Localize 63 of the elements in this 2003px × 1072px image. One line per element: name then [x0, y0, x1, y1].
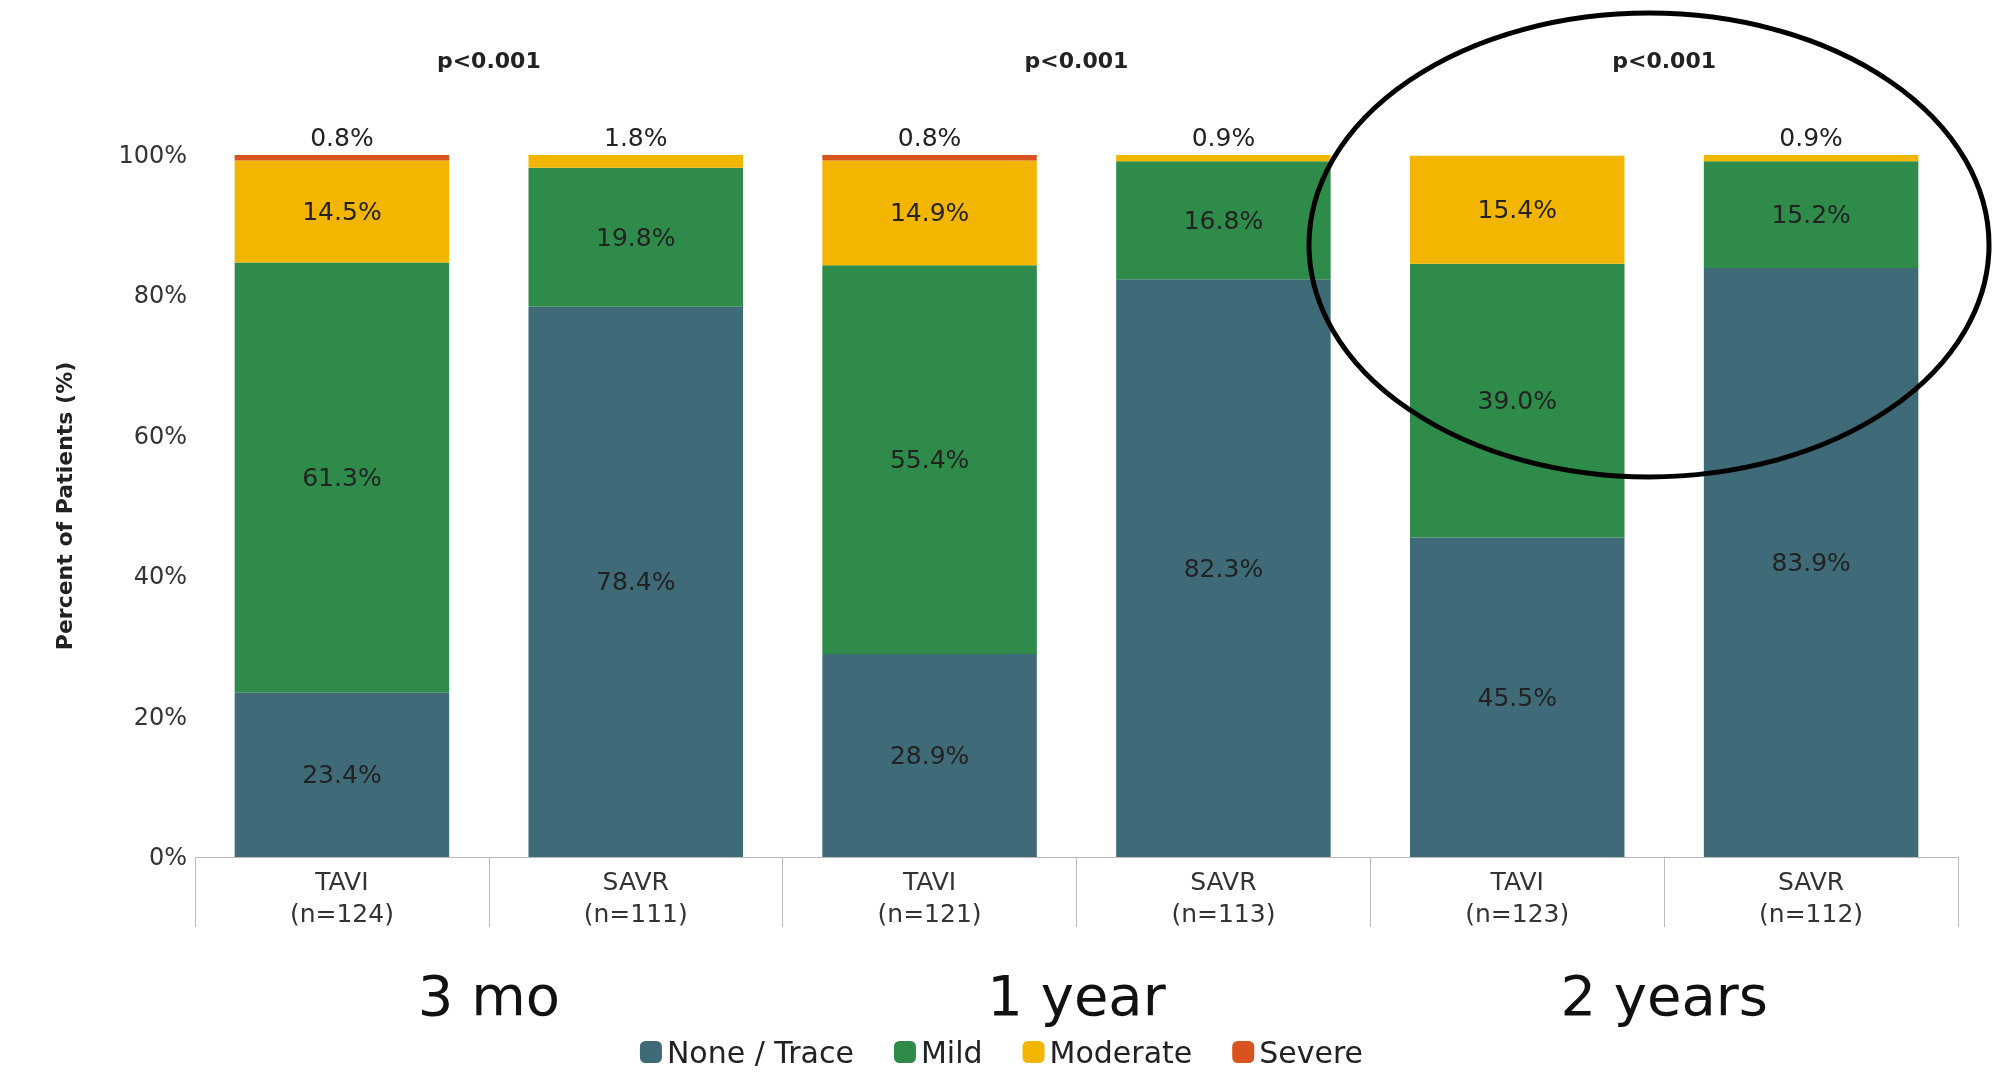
legend-label: Moderate: [1049, 1034, 1193, 1070]
data-label: 83.9%: [1771, 548, 1851, 578]
bar: [1410, 155, 1625, 264]
bar: [822, 160, 1037, 266]
data-label: 16.8%: [1183, 205, 1264, 235]
y-tick-label: 100%: [118, 141, 187, 169]
bar: [1116, 155, 1331, 162]
bar: [234, 692, 450, 857]
data-label: 23.4%: [302, 760, 382, 790]
legend-label: Mild: [920, 1034, 983, 1070]
text: p<0.001: [436, 47, 541, 73]
bar: [1116, 161, 1331, 280]
legend-label: None / Trace: [666, 1034, 854, 1070]
x-tick-label: SAVR (n=111): [583, 866, 688, 928]
bar: [1703, 268, 1919, 857]
bar: [1410, 537, 1625, 857]
legend-label: Severe: [1259, 1034, 1364, 1070]
data-label: 0.9%: [1191, 123, 1256, 152]
data-label: 61.3%: [302, 463, 382, 493]
data-label: 78.4%: [596, 567, 676, 597]
x-tick-label: TAVI (n=121): [877, 866, 982, 928]
bar: [528, 167, 743, 307]
y-tick-label: 20%: [133, 702, 187, 731]
data-label: 15.4%: [1477, 195, 1557, 225]
y-tick-label: 60%: [133, 421, 187, 450]
y-tick-label: 0%: [148, 843, 187, 871]
data-label: 1.8%: [603, 123, 668, 152]
x-tick-label: TAVI (n=123): [1465, 866, 1570, 928]
bar: [822, 654, 1037, 857]
text: 2 years: [1560, 962, 1768, 1028]
x-tick-label: SAVR (n=113): [1171, 866, 1276, 928]
bar: [234, 160, 450, 263]
data-label: 15.2%: [1771, 200, 1851, 230]
text: 3 mo: [417, 962, 560, 1028]
data-label: 55.4%: [889, 445, 970, 475]
bar: [234, 155, 450, 161]
y-tick-label: 80%: [133, 281, 187, 310]
bar: [1410, 263, 1625, 538]
data-label: 0.8%: [897, 123, 962, 152]
bar: [822, 155, 1037, 161]
bar: [234, 262, 450, 693]
bar: [1703, 161, 1919, 269]
data-label: 14.9%: [889, 198, 970, 228]
data-label: 19.8%: [596, 222, 676, 252]
x-tick-label: SAVR (n=112): [1759, 866, 1864, 928]
y-axis-title: Percent of Patients (%): [51, 361, 77, 651]
bar: [528, 155, 743, 168]
text: 1 year: [987, 962, 1167, 1028]
text: p<0.001: [1612, 47, 1717, 73]
x-tick-label: TAVI (n=124): [289, 866, 394, 928]
bar: [1116, 279, 1331, 857]
data-label: 82.3%: [1183, 553, 1264, 583]
text: p<0.001: [1024, 47, 1129, 73]
data-label: 14.5%: [302, 197, 382, 227]
bar: [1703, 155, 1919, 162]
data-label: 39.0%: [1477, 386, 1557, 416]
data-label: 0.9%: [1779, 123, 1843, 152]
bar: [528, 306, 743, 857]
data-label: 0.8%: [310, 123, 374, 152]
data-label: 45.5%: [1477, 682, 1557, 712]
y-tick-label: 40%: [133, 562, 187, 591]
data-label: 28.9%: [889, 741, 970, 771]
bar: [822, 265, 1037, 655]
